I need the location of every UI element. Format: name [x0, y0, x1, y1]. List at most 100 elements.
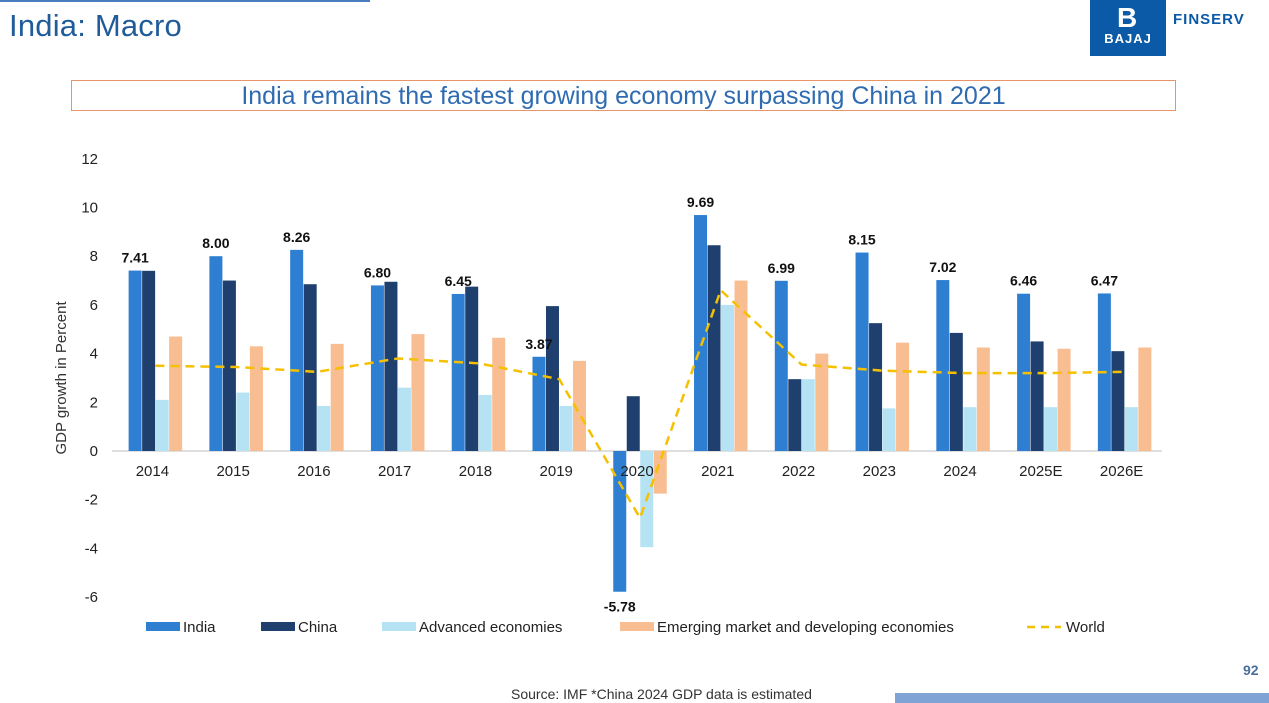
bar-advanced — [882, 408, 896, 451]
india-data-label: 3.87 — [525, 336, 552, 352]
x-tick-label: 2024 — [943, 463, 976, 480]
bar-advanced — [559, 405, 573, 451]
india-data-label: -5.78 — [604, 599, 636, 615]
x-tick-label: 2016 — [297, 463, 330, 480]
bar-emerging — [572, 360, 586, 451]
bar-india — [128, 270, 142, 451]
logo-box: B BAJAJ — [1090, 0, 1166, 56]
india-data-label: 8.15 — [848, 232, 875, 248]
bar-china — [545, 306, 559, 451]
bar-china — [707, 245, 721, 451]
bar-china — [788, 379, 802, 451]
india-data-label: 8.26 — [283, 229, 310, 245]
bar-advanced — [317, 405, 331, 451]
x-tick-label: 2026E — [1100, 463, 1143, 480]
x-tick-label: 2023 — [863, 463, 896, 480]
legend-label-advanced: Advanced economies — [419, 619, 562, 636]
legend-swatch-india — [146, 622, 180, 631]
bar-emerging — [1057, 348, 1071, 451]
india-data-label: 7.02 — [929, 259, 956, 275]
legend-label-india: India — [183, 619, 216, 636]
y-tick-label: -6 — [85, 589, 98, 606]
india-data-label: 6.99 — [768, 260, 795, 276]
india-data-label: 8.00 — [202, 235, 229, 251]
bar-advanced — [478, 394, 492, 451]
bar-india — [370, 285, 384, 451]
headline-box: India remains the fastest growing econom… — [71, 80, 1176, 111]
x-tick-label: 2025E — [1019, 463, 1062, 480]
x-tick-label: 2019 — [540, 463, 573, 480]
x-tick-label: 2015 — [216, 463, 249, 480]
y-tick-label: 0 — [90, 443, 98, 460]
bar-china — [949, 332, 963, 451]
bar-emerging — [896, 342, 910, 451]
bar-advanced — [236, 392, 250, 451]
bar-advanced — [397, 387, 411, 451]
bar-emerging — [734, 280, 748, 451]
x-tick-label: 2021 — [701, 463, 734, 480]
bar-advanced — [155, 399, 169, 451]
bar-china — [1030, 341, 1044, 451]
bar-india — [290, 249, 304, 451]
bar-china — [1111, 351, 1125, 451]
y-tick-label: -2 — [85, 492, 98, 509]
bar-china — [465, 286, 479, 451]
bar-india — [936, 280, 950, 451]
page-number: 92 — [1243, 662, 1259, 678]
legend-swatch-china — [261, 622, 295, 631]
bar-china — [142, 270, 156, 451]
y-tick-label: -4 — [85, 540, 98, 557]
bar-india — [532, 356, 546, 451]
india-data-label: 7.41 — [122, 250, 149, 266]
bar-advanced — [801, 379, 815, 451]
india-data-label: 6.47 — [1091, 272, 1118, 288]
legend-label-world: World — [1066, 619, 1105, 636]
bar-emerging — [492, 337, 506, 451]
x-tick-label: 2017 — [378, 463, 411, 480]
bar-advanced — [721, 304, 735, 451]
x-tick-label: 2014 — [136, 463, 169, 480]
bar-india — [209, 256, 223, 451]
y-tick-label: 12 — [81, 151, 98, 168]
bar-india — [613, 451, 627, 592]
y-tick-label: 10 — [81, 200, 98, 217]
legend-label-emerging: Emerging market and developing economies — [657, 619, 954, 636]
bar-china — [626, 396, 640, 451]
page-title: India: Macro — [9, 8, 182, 43]
legend-swatch-emerging — [620, 622, 654, 631]
bar-india — [774, 280, 788, 451]
y-tick-label: 6 — [90, 297, 98, 314]
bar-china — [869, 323, 883, 451]
bar-india — [451, 293, 465, 451]
bar-emerging — [169, 336, 183, 451]
logo-brand: BAJAJ — [1104, 31, 1152, 46]
bar-emerging — [976, 347, 990, 451]
legend-swatch-advanced — [382, 622, 416, 631]
x-tick-label: 2022 — [782, 463, 815, 480]
x-tick-label: 2020 — [620, 463, 653, 480]
brand-logo: B BAJAJ FINSERV — [1090, 0, 1268, 56]
y-tick-label: 4 — [90, 346, 98, 363]
y-tick-label: 2 — [90, 394, 98, 411]
bar-china — [303, 284, 317, 451]
bar-china — [222, 280, 236, 451]
logo-mark: B — [1117, 2, 1138, 33]
y-axis-label: GDP growth in Percent — [53, 301, 70, 455]
india-data-label: 6.80 — [364, 264, 391, 280]
bottom-accent-bar — [895, 693, 1269, 703]
bar-india — [694, 215, 708, 451]
bar-emerging — [653, 451, 667, 494]
bar-china — [384, 281, 398, 451]
bar-india — [855, 252, 869, 451]
logo-sub: FINSERV — [1173, 11, 1245, 28]
source-note: Source: IMF *China 2024 GDP data is esti… — [511, 686, 812, 702]
bar-emerging — [249, 346, 263, 451]
x-tick-label: 2018 — [459, 463, 492, 480]
bar-emerging — [330, 343, 344, 451]
bar-advanced — [963, 407, 977, 451]
india-data-label: 6.45 — [445, 273, 472, 289]
bar-emerging — [815, 353, 829, 451]
legend-label-china: China — [298, 619, 338, 636]
gdp-growth-chart: 12 10 8 6 4 2 0 -2 -4 -6 GDP growth in Percent 7.41… — [53, 151, 1162, 636]
india-data-label: 6.46 — [1010, 273, 1037, 289]
